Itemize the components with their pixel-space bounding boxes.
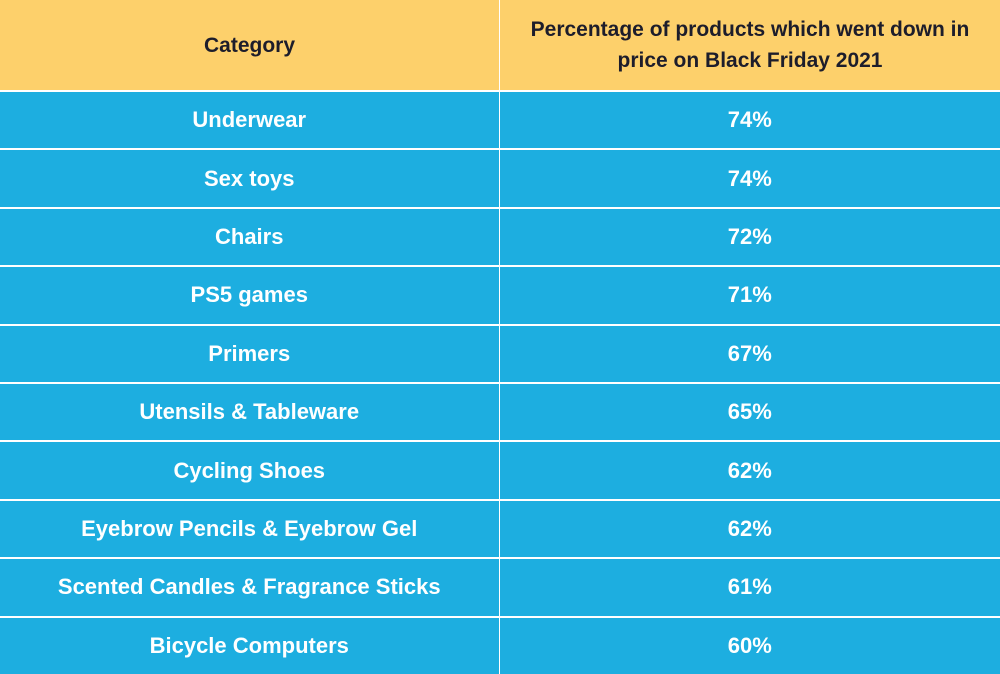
percentage-cell: 62% (499, 442, 1000, 499)
table-row: Chairs 72% (0, 208, 1000, 266)
percentage-cell: 61% (499, 559, 1000, 616)
percentage-cell: 74% (499, 150, 1000, 207)
table-row: PS5 games 71% (0, 267, 1000, 324)
category-cell: Cycling Shoes (0, 442, 499, 499)
percentage-cell: 72% (499, 208, 1000, 266)
table-row: Sex toys 74% (0, 150, 1000, 207)
percentage-cell: 67% (499, 325, 1000, 382)
table-row: Eyebrow Pencils & Eyebrow Gel 62% (0, 500, 1000, 558)
percentage-cell: 65% (499, 384, 1000, 441)
percentage-cell: 71% (499, 267, 1000, 324)
category-cell: PS5 games (0, 267, 499, 324)
table-row: Underwear 74% (0, 92, 1000, 149)
category-cell: Chairs (0, 208, 499, 266)
percentage-cell: 74% (499, 92, 1000, 149)
category-cell: Underwear (0, 92, 499, 149)
category-cell: Sex toys (0, 150, 499, 207)
table-header-row: Category Percentage of products which we… (0, 0, 1000, 90)
percentage-cell: 60% (499, 617, 1000, 674)
header-percentage: Percentage of products which went down i… (500, 0, 1000, 90)
table-row: Scented Candles & Fragrance Sticks 61% (0, 559, 1000, 616)
category-cell: Eyebrow Pencils & Eyebrow Gel (0, 500, 499, 558)
table-row: Utensils & Tableware 65% (0, 384, 1000, 441)
table-row: Cycling Shoes 62% (0, 442, 1000, 499)
percentage-cell: 62% (499, 500, 1000, 558)
category-cell: Bicycle Computers (0, 617, 499, 674)
table-row: Bicycle Computers 60% (0, 617, 1000, 674)
category-cell: Primers (0, 325, 499, 382)
header-category: Category (0, 0, 499, 90)
category-cell: Scented Candles & Fragrance Sticks (0, 559, 499, 616)
table-row: Primers 67% (0, 325, 1000, 382)
category-cell: Utensils & Tableware (0, 384, 499, 441)
